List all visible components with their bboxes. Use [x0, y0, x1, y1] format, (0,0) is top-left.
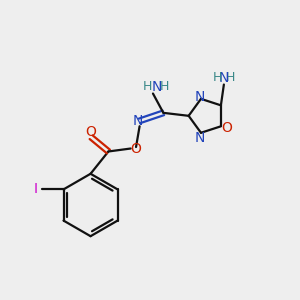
Text: N: N: [194, 90, 205, 104]
Text: I: I: [34, 182, 38, 197]
Text: O: O: [86, 125, 97, 139]
Text: N: N: [219, 71, 229, 85]
Text: N: N: [152, 80, 162, 94]
Text: N: N: [194, 131, 205, 145]
Text: H: H: [226, 71, 235, 85]
Text: H: H: [143, 80, 152, 94]
Text: O: O: [221, 121, 232, 135]
Text: H: H: [160, 80, 169, 94]
Text: H: H: [213, 71, 222, 85]
Text: O: O: [130, 142, 142, 155]
Text: N: N: [133, 114, 143, 128]
